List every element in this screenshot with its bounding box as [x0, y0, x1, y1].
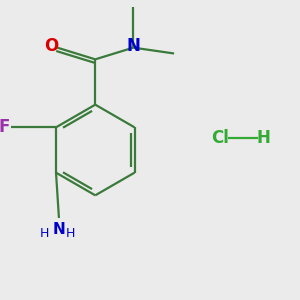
- Text: H: H: [256, 129, 270, 147]
- Text: F: F: [0, 118, 10, 136]
- Text: N: N: [52, 222, 65, 237]
- Text: Cl: Cl: [211, 129, 229, 147]
- Text: O: O: [44, 37, 58, 55]
- Text: N: N: [126, 37, 140, 55]
- Text: H: H: [66, 227, 75, 240]
- Text: H: H: [40, 227, 49, 240]
